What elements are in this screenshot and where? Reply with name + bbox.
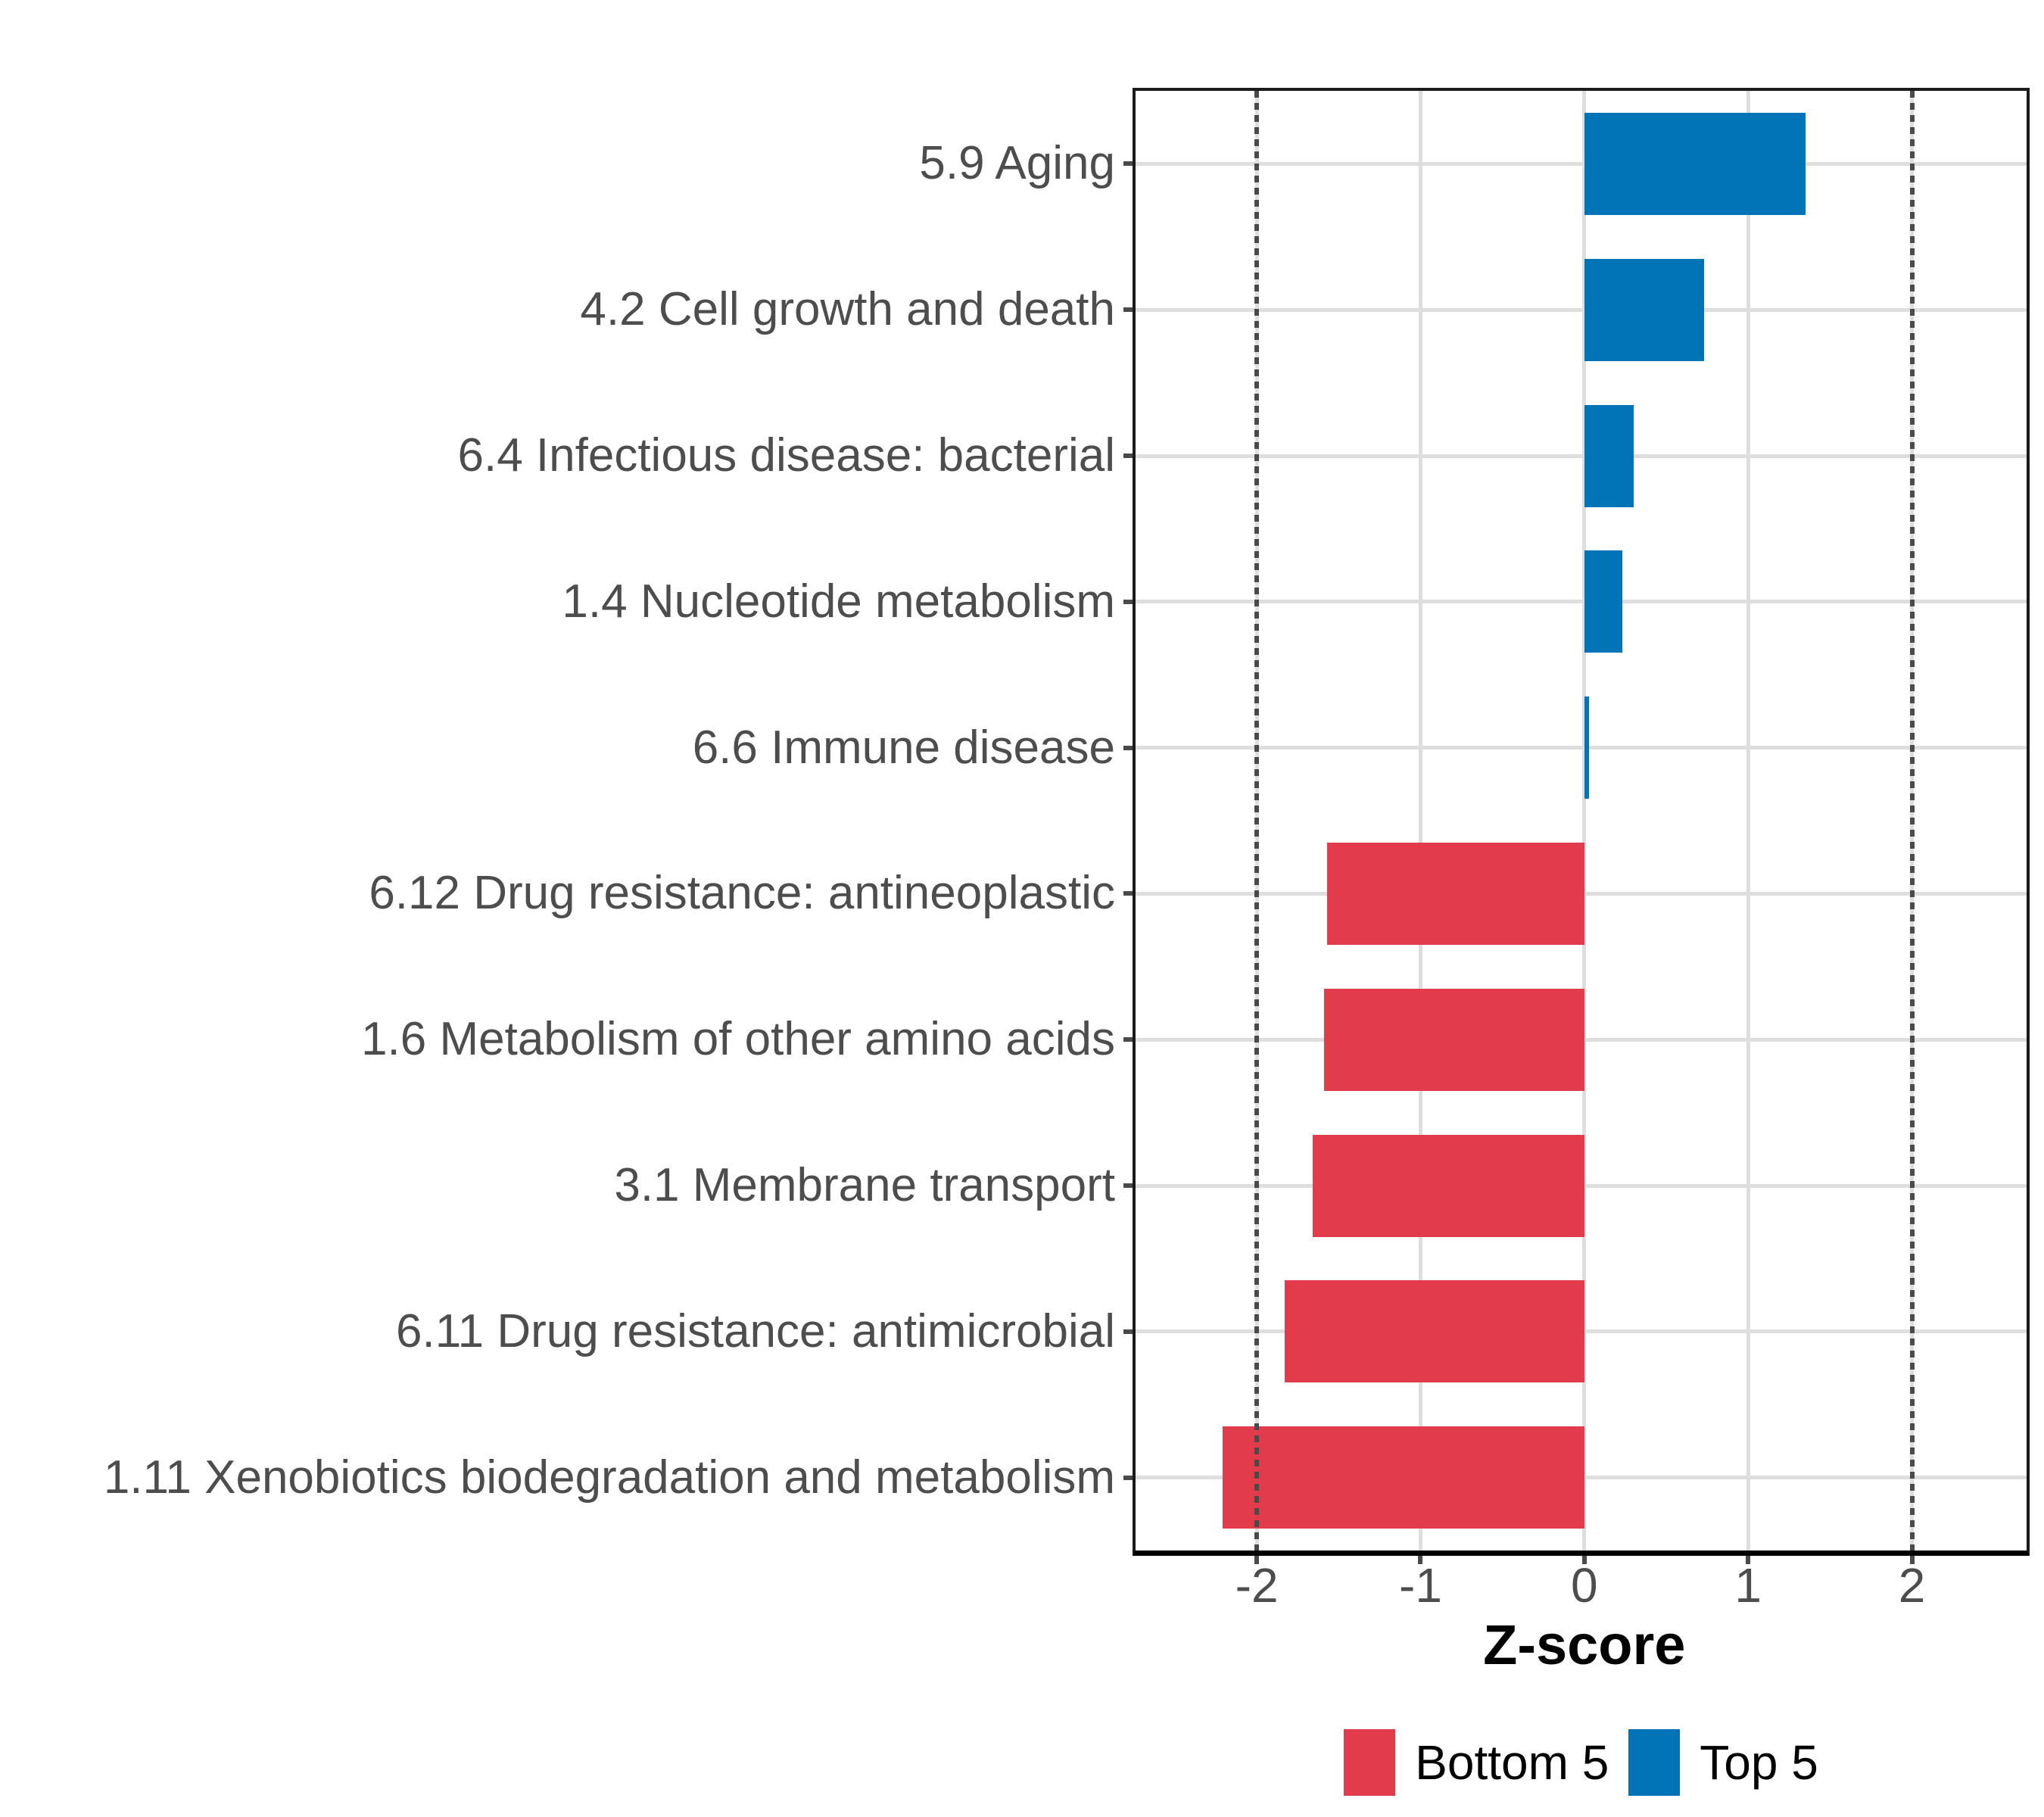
category-label: 1.11 Xenobiotics biodegradation and meta… [103,1451,1115,1504]
category-label: 1.4 Nucleotide metabolism [562,575,1115,628]
x-tick-label: -1 [1399,1558,1442,1613]
y-tick [1123,1037,1136,1043]
bar-bottom5 [1327,842,1584,945]
reference-line [1909,91,1915,1551]
x-tick-label: 2 [1898,1558,1926,1613]
bar-bottom5 [1312,1134,1584,1237]
horizontal-gridline [1136,307,2027,312]
vertical-gridline [1746,91,1750,1551]
y-tick [1123,161,1136,167]
category-label: 6.4 Infectious disease: bacterial [457,429,1115,482]
category-label: 6.12 Drug resistance: antineoplastic [369,867,1115,920]
x-axis-title: Z-score [1483,1613,1686,1676]
legend-swatch-bottom5 [1344,1729,1396,1796]
bar-top5 [1584,112,1806,215]
legend: Bottom 5 Top 5 [1136,1729,2027,1796]
y-tick [1123,1329,1136,1334]
category-label: 4.2 Cell growth and death [580,283,1115,336]
x-tick-label: 0 [1571,1558,1598,1613]
horizontal-gridline [1136,453,2027,458]
y-tick [1123,891,1136,896]
category-label: 5.9 Aging [919,137,1115,190]
vertical-gridline [1582,91,1587,1551]
legend-item-top5: Top 5 [1628,1729,1818,1796]
legend-item-bottom5: Bottom 5 [1344,1729,1609,1796]
bar-top5 [1584,258,1704,361]
x-tick-label: 1 [1734,1558,1762,1613]
category-label: 6.6 Immune disease [692,721,1115,774]
legend-label-top5: Top 5 [1700,1735,1818,1790]
y-tick [1123,1183,1136,1188]
legend-swatch-top5 [1628,1729,1681,1796]
y-tick [1123,307,1136,313]
plot-panel [1136,91,2027,1551]
y-tick [1123,745,1136,750]
x-tick-label: -2 [1235,1558,1279,1613]
bar-top5 [1584,404,1634,507]
horizontal-gridline [1136,746,2027,750]
y-tick [1123,599,1136,604]
reference-line [1254,91,1260,1551]
x-tick [1418,1551,1423,1564]
y-tick [1123,1475,1136,1480]
x-tick [1909,1551,1915,1564]
category-label: 6.11 Drug resistance: antimicrobial [396,1304,1115,1357]
category-label: 3.1 Membrane transport [614,1159,1115,1211]
x-tick [1254,1551,1260,1564]
bar-top5 [1584,550,1622,653]
bar-bottom5 [1222,1426,1584,1529]
x-tick [1746,1551,1751,1564]
x-tick [1581,1551,1587,1564]
horizontal-gridline [1136,600,2027,604]
horizontal-gridline [1136,161,2027,166]
bar-bottom5 [1323,988,1584,1091]
category-label: 1.6 Metabolism of other amino acids [361,1013,1115,1066]
bar-bottom5 [1284,1280,1584,1383]
legend-label-bottom5: Bottom 5 [1415,1735,1609,1790]
y-tick [1123,453,1136,458]
bar-top5 [1584,697,1590,799]
vertical-gridline [1418,91,1422,1551]
